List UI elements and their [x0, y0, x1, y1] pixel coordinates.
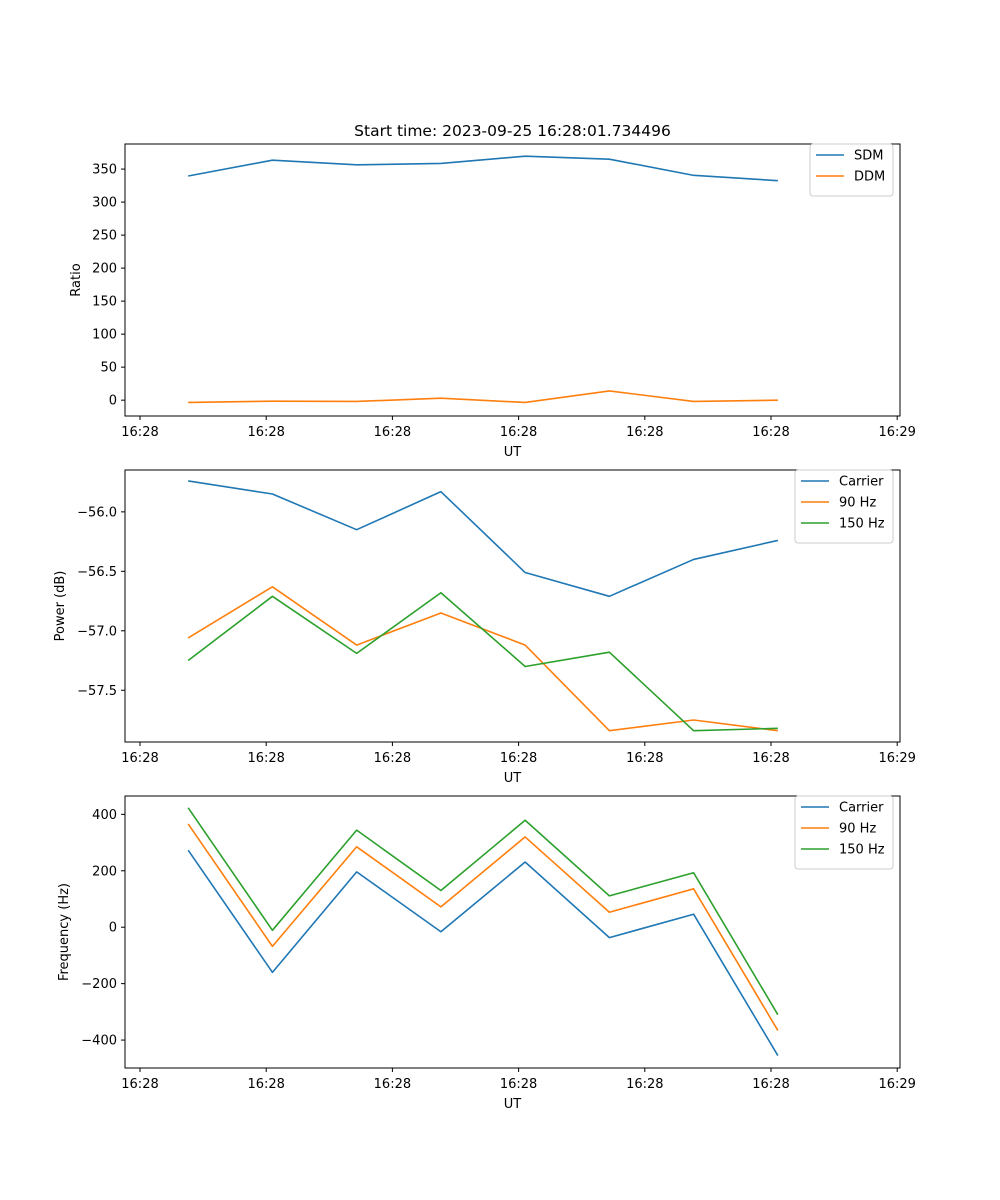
- legend: SDM DDM: [809, 143, 894, 197]
- legend-label: SDM: [854, 149, 883, 164]
- y-axis-label: Power (dB): [53, 571, 68, 642]
- x-tick-label: 16:29: [878, 751, 915, 766]
- x-tick-label: 16:28: [500, 425, 537, 440]
- axes-frame: [124, 143, 901, 417]
- legend-label: DDM: [854, 170, 885, 185]
- y-tick-label: −56.0: [77, 505, 117, 520]
- x-tick-label: 16:28: [247, 751, 284, 766]
- x-tick-label: 16:28: [374, 1077, 411, 1092]
- series-line-150-hz: [187, 807, 779, 1016]
- y-tick-label: −200: [81, 977, 117, 992]
- y-tick-label: 300: [92, 196, 117, 211]
- x-axis-label: UT: [504, 771, 522, 786]
- x-axis-label: UT: [504, 1097, 522, 1112]
- legend-label: 90 Hz: [839, 822, 876, 837]
- x-tick-label: 16:28: [626, 1077, 663, 1092]
- y-axis-label: Ratio: [69, 263, 84, 296]
- y-tick-label: 350: [92, 163, 117, 178]
- series-line-90-hz: [187, 823, 779, 1031]
- series-line-150-hz: [187, 591, 778, 732]
- legend-label: Carrier: [839, 475, 884, 490]
- legend-box: [794, 795, 894, 870]
- y-tick-label: −57.5: [77, 684, 117, 699]
- x-tick-label: 16:28: [247, 425, 284, 440]
- x-tick-label: 16:29: [878, 425, 915, 440]
- x-tick-label: 16:28: [752, 1077, 789, 1092]
- legend-label: 90 Hz: [839, 496, 876, 511]
- x-tick-label: 16:29: [878, 1077, 915, 1092]
- legend-label: 150 Hz: [839, 517, 885, 532]
- y-tick-label: −57.0: [77, 624, 117, 639]
- x-tick-label: 16:28: [374, 425, 411, 440]
- x-tick-label: 16:28: [500, 1077, 537, 1092]
- x-tick-label: 16:28: [626, 425, 663, 440]
- axes-frame: [124, 469, 901, 743]
- y-axis-label: Frequency (Hz): [57, 883, 72, 981]
- y-tick-label: 250: [92, 229, 117, 244]
- x-tick-label: 16:28: [247, 1077, 284, 1092]
- legend-label: Carrier: [839, 801, 884, 816]
- chart-title: Start time: 2023-09-25 16:28:01.734496: [354, 122, 671, 140]
- y-tick-label: 150: [92, 295, 117, 310]
- series-line-90-hz: [187, 585, 778, 732]
- y-tick-label: 400: [92, 808, 117, 823]
- x-tick-label: 16:28: [121, 425, 158, 440]
- subplot-2: −57.5 −57.0 −56.5 −56.0 16:28 16:28 16:28 16:28…: [53, 469, 916, 786]
- series-line-carrier: [188, 480, 779, 598]
- x-tick-label: 16:28: [121, 751, 158, 766]
- x-tick-label: 16:28: [752, 751, 789, 766]
- y-tick-label: −56.5: [77, 565, 117, 580]
- legend: Carrier 90 Hz 150 Hz: [794, 469, 894, 544]
- series-line-carrier: [187, 849, 779, 1056]
- subplot-1: 0 50 100 150 200 250 300 350 16:28 16:28 16:28 16:2…: [69, 143, 916, 460]
- legend-box: [809, 143, 894, 197]
- y-tick-label: 0: [109, 921, 117, 936]
- legend-label: 150 Hz: [839, 843, 885, 858]
- y-tick-label: 200: [92, 262, 117, 277]
- series-line-ddm: [188, 390, 778, 404]
- y-tick-label: −400: [81, 1034, 117, 1049]
- x-tick-label: 16:28: [500, 751, 537, 766]
- y-tick-label: 0: [109, 394, 117, 409]
- y-tick-label: 100: [92, 328, 117, 343]
- x-tick-label: 16:28: [626, 751, 663, 766]
- legend: Carrier 90 Hz 150 Hz: [794, 795, 894, 870]
- x-tick-label: 16:28: [752, 425, 789, 440]
- x-tick-label: 16:28: [374, 751, 411, 766]
- x-tick-label: 16:28: [121, 1077, 158, 1092]
- legend-box: [794, 469, 894, 544]
- series-line-sdm: [188, 155, 778, 182]
- y-tick-label: 50: [100, 361, 117, 376]
- y-tick-label: 200: [92, 864, 117, 879]
- axes-frame: [124, 795, 901, 1069]
- x-axis-label: UT: [504, 445, 522, 460]
- subplot-3: −400 −200 0 200 400 16:28 16:28 16:28 16:28 16:28…: [57, 795, 916, 1112]
